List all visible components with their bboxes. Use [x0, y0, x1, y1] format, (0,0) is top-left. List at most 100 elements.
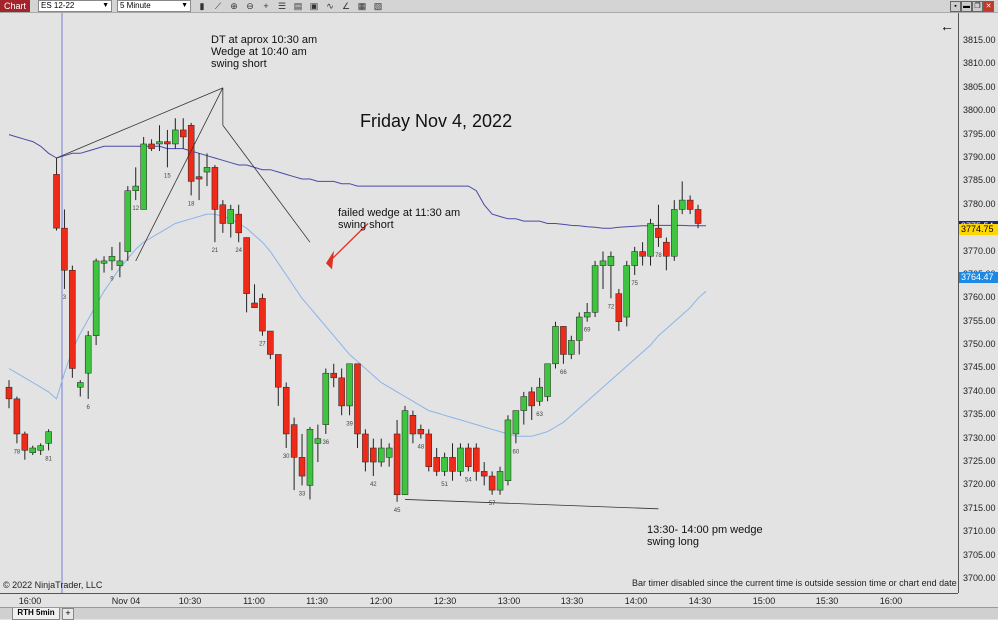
settings-icon[interactable]: ▪ — [950, 1, 961, 12]
instrument-selector[interactable]: ES 12-22 ▼ — [38, 0, 112, 12]
close-icon[interactable]: ✕ — [983, 1, 994, 12]
candle — [568, 335, 575, 360]
candle — [29, 445, 37, 456]
candle-body — [37, 445, 44, 451]
bar-number-label: 63 — [536, 412, 543, 418]
price-tick-label: 3750.00 — [963, 339, 996, 350]
candle — [195, 153, 203, 201]
candle — [544, 363, 551, 402]
price-tick-label: 3760.00 — [963, 292, 996, 303]
candle-body — [45, 431, 52, 444]
candle — [449, 443, 456, 481]
price-tick-label: 3800.00 — [963, 105, 996, 116]
chevron-down-icon: ▼ — [181, 2, 188, 9]
candle — [164, 129, 171, 168]
restore-icon[interactable]: ❐ — [972, 1, 983, 12]
candle-body — [108, 255, 116, 262]
candle — [504, 415, 512, 486]
candle — [647, 218, 654, 266]
candle — [488, 471, 496, 495]
chart-tab[interactable]: Chart — [0, 0, 30, 12]
candle-body — [148, 143, 155, 149]
candle — [267, 330, 274, 360]
drawing-tool-icon[interactable]: ⟋ — [214, 1, 222, 11]
candle — [441, 452, 448, 477]
bar-number-label: 69 — [584, 328, 591, 334]
candle — [61, 209, 68, 289]
bar-number-label: 75 — [631, 281, 638, 287]
minimize-icon[interactable]: ▬ — [961, 1, 972, 12]
candle-body — [298, 457, 306, 477]
bar-number-label: 72 — [608, 304, 615, 310]
candle — [172, 118, 179, 149]
time-axis[interactable]: 16:00 Nov 04 10:30 11:00 11:30 12:00 12:30 13:0… — [0, 593, 958, 608]
candle-body — [377, 447, 385, 463]
indicators-icon[interactable]: ∠ — [341, 1, 351, 11]
candle — [306, 426, 314, 500]
candle-body — [678, 199, 686, 210]
time-tick-label: 16:00 — [879, 596, 903, 606]
candle — [354, 363, 361, 448]
candle-body — [84, 335, 92, 374]
price-tick-label: 3810.00 — [963, 58, 996, 69]
time-tick-label: 15:00 — [752, 596, 776, 606]
candle-body — [267, 330, 274, 355]
crosshair-icon[interactable]: + — [263, 1, 269, 11]
bar-number-label: 45 — [394, 508, 401, 514]
interval-selector[interactable]: 5 Minute ▼ — [117, 0, 191, 12]
candle-body — [504, 419, 512, 481]
candle-body — [306, 429, 314, 486]
annotation-arrow — [329, 223, 369, 262]
trendline[interactable] — [135, 87, 224, 262]
candle-body — [686, 199, 694, 210]
time-tick-label: 11:00 — [243, 596, 265, 606]
trendline[interactable] — [404, 499, 659, 510]
candle — [290, 417, 298, 491]
candle-body — [219, 204, 227, 224]
price-axis[interactable]: 3815.00 3810.00 3805.00 3800.00 3795.00 3790.… — [959, 13, 998, 593]
price-tick-label: 3755.00 — [963, 315, 996, 326]
candle — [219, 200, 227, 233]
candle — [108, 246, 116, 271]
trendline[interactable] — [222, 125, 311, 243]
properties-icon[interactable]: ☰ — [277, 1, 287, 11]
candle-body — [599, 260, 607, 266]
candle-body — [156, 141, 163, 145]
candle — [686, 195, 694, 215]
candle-body — [560, 326, 567, 355]
candle-body — [607, 255, 615, 266]
candle — [362, 429, 369, 472]
tab-rth-5min[interactable]: RTH 5min — [12, 608, 60, 620]
time-tick-label: 11:30 — [306, 596, 328, 606]
bar-type-icon[interactable]: ▮ — [199, 1, 205, 11]
strategies-icon[interactable]: ∿ — [326, 1, 334, 11]
candle — [385, 443, 393, 467]
candle-body — [441, 457, 448, 472]
data-box-icon[interactable]: ▤ — [293, 1, 303, 11]
candle-body — [259, 298, 266, 332]
candle-body — [53, 174, 60, 229]
back-arrow-icon[interactable]: ← — [940, 18, 954, 34]
candle — [480, 462, 488, 486]
templates-icon[interactable]: ▦ — [357, 1, 367, 11]
candle — [425, 429, 433, 472]
candle-body — [623, 265, 631, 318]
chart-style-icon[interactable]: ▧ — [373, 1, 383, 11]
candle-body — [591, 265, 599, 313]
zoom-out-icon[interactable]: ⊖ — [246, 1, 254, 11]
time-tick-label: Nov 04 — [111, 596, 141, 606]
zoom-in-icon[interactable]: ⊕ — [230, 1, 238, 11]
add-tab-button[interactable]: + — [62, 608, 74, 620]
price-marker: 3774.75 — [959, 224, 998, 236]
trendline[interactable] — [56, 87, 223, 159]
candle — [417, 424, 425, 439]
candle — [282, 382, 290, 448]
candle — [179, 118, 187, 149]
screenshot-icon[interactable]: ▣ — [309, 1, 319, 11]
toolbar: Chart ES 12-22 ▼ 5 Minute ▼ ▮ ⟋ ⊕ ⊖ + ☰ ▤ … — [0, 0, 998, 13]
candle — [84, 331, 92, 399]
time-tick-label: 12:30 — [433, 596, 457, 606]
candle-body — [671, 209, 678, 257]
chart-panel[interactable]: 78 81 3 6 9 12 15 18 21 24 27 30 33 36 39 42 45 48 51 54 57 6… — [0, 13, 959, 593]
